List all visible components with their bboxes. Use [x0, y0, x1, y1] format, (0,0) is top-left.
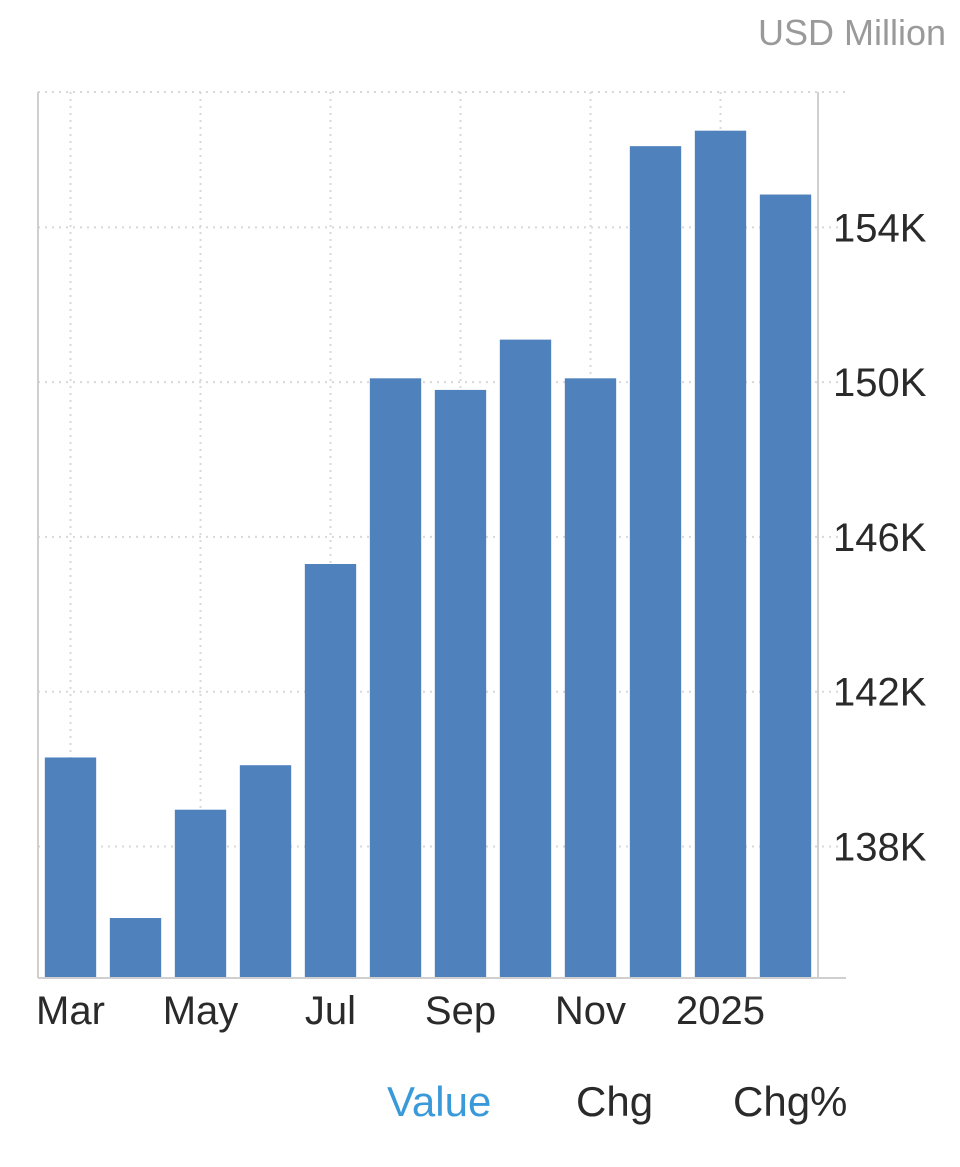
- x-tick-label: 2025: [676, 989, 765, 1033]
- y-tick-label: 146K: [833, 516, 927, 560]
- x-tick-label: May: [163, 989, 239, 1033]
- bar: [499, 339, 552, 978]
- y-tick-label: 154K: [833, 206, 927, 250]
- bar: [759, 194, 812, 978]
- bar: [434, 389, 487, 978]
- x-tick-label: Nov: [555, 989, 626, 1033]
- x-tick-label: Sep: [425, 989, 496, 1033]
- y-tick-label: 142K: [833, 671, 927, 715]
- unit-label: USD Million: [757, 12, 946, 53]
- y-tick-label: 150K: [833, 361, 927, 405]
- view-tabs: Value Chg Chg%: [0, 1078, 960, 1138]
- tab-value[interactable]: Value: [387, 1078, 492, 1125]
- bar: [174, 809, 227, 978]
- bar: [44, 757, 97, 978]
- bar: [564, 378, 617, 978]
- x-tick-label: Mar: [36, 989, 105, 1033]
- bar: [369, 378, 422, 978]
- bar: [239, 765, 292, 978]
- tab-chg-percent[interactable]: Chg%: [733, 1078, 848, 1125]
- bar: [694, 130, 747, 979]
- bar: [629, 146, 682, 978]
- bar: [109, 918, 162, 978]
- x-tick-label: Jul: [305, 989, 356, 1033]
- bar: [304, 564, 357, 978]
- tab-chg[interactable]: Chg: [576, 1078, 654, 1125]
- bar-chart: 138K 142K 146K 150K 154K Mar May Jul Sep Nov 2025: [36, 91, 927, 1033]
- y-tick-label: 138K: [833, 825, 927, 869]
